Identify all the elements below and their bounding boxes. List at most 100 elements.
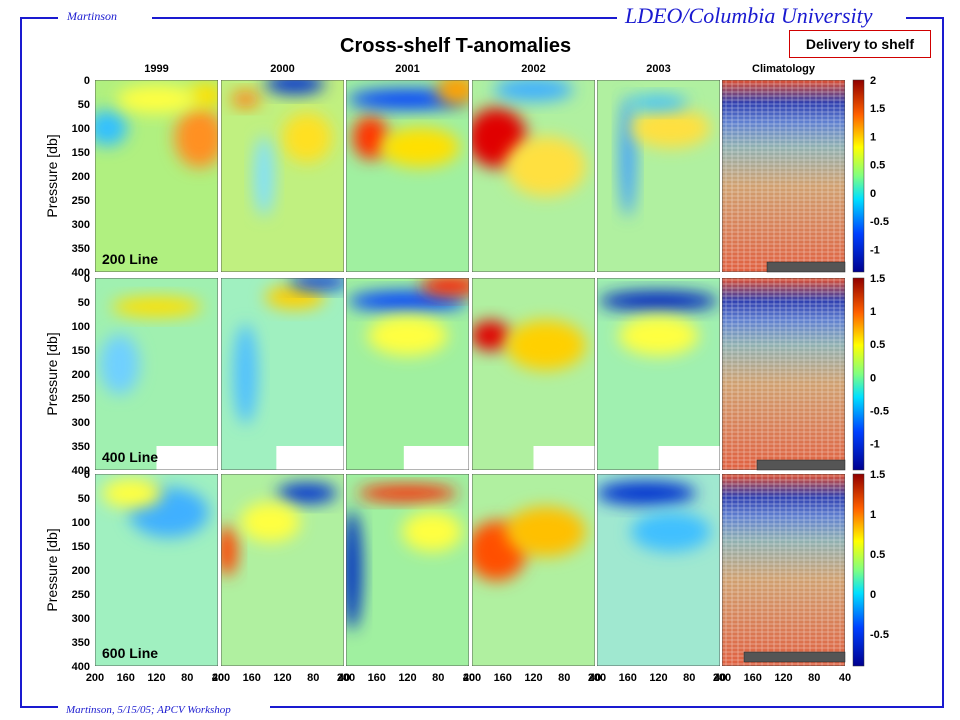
x-tick-label: 120: [398, 672, 416, 684]
column-title: Climatology: [752, 63, 816, 75]
colorbar-tick-label: 0.5: [870, 549, 885, 561]
delivery-bar: [756, 459, 846, 471]
colorbar-tick-label: -1: [870, 244, 880, 256]
y-tick-label: 0: [84, 469, 90, 481]
x-tick-label: 80: [181, 672, 193, 684]
x-tick-label: 120: [147, 672, 165, 684]
anomaly-blob: [233, 324, 258, 424]
panel-background: [346, 474, 469, 666]
anomaly-blob: [618, 315, 699, 356]
panel-600-line-2001: [346, 474, 469, 666]
row-label: 400 Line: [102, 449, 158, 465]
y-tick-label: 150: [72, 147, 90, 159]
y-tick-label: 50: [78, 99, 90, 111]
x-tick-label: 120: [774, 672, 792, 684]
x-tick-label: 120: [649, 672, 667, 684]
delivery-callout: Delivery to shelf: [789, 30, 931, 58]
y-tick-label: 200: [72, 171, 90, 183]
anomaly-blob: [436, 80, 469, 105]
y-tick-label: 300: [72, 417, 90, 429]
x-tick-label: 40: [714, 672, 726, 684]
panel-600-line-2000: [221, 474, 344, 666]
panel-600-line-climatology: [722, 474, 845, 666]
no-data-mask: [533, 446, 595, 470]
panel-200-line-climatology: [722, 80, 845, 272]
colorbar-tick-label: -1: [870, 439, 880, 451]
y-tick-label: 100: [72, 123, 90, 135]
colorbar-tick-label: 2: [870, 75, 876, 87]
frame-top-right: [906, 17, 944, 19]
y-axis-label: Pressure [db]: [44, 528, 60, 611]
colorbar-tick-label: 1.5: [870, 469, 885, 481]
colorbar: [852, 277, 865, 471]
y-tick-label: 400: [72, 267, 90, 279]
x-tick-label: 120: [273, 672, 291, 684]
anomaly-blob: [277, 483, 338, 504]
anomaly-blob: [347, 291, 468, 312]
anomaly-blob: [282, 112, 333, 163]
anomaly-blob: [240, 502, 301, 542]
anomaly-blob: [472, 320, 511, 351]
x-tick-label: 40: [839, 672, 851, 684]
colorbar-tick-label: -0.5: [870, 629, 889, 641]
anomaly-blob: [619, 96, 636, 217]
column-title: 1999: [144, 63, 168, 75]
x-tick-label: 200: [588, 672, 606, 684]
anomaly-blob: [505, 136, 586, 197]
author-label: Martinson: [67, 9, 118, 23]
y-tick-label: 200: [72, 369, 90, 381]
panel-400-line-2003: [597, 278, 720, 470]
anomaly-blob: [493, 80, 574, 102]
anomaly-blob: [628, 95, 689, 112]
panel-600-line-2003: [597, 474, 720, 666]
panel-400-line-2002: [472, 278, 595, 470]
anomaly-blob: [505, 506, 586, 557]
panel-200-line-2003: [597, 80, 720, 272]
column-title: 2003: [646, 63, 670, 75]
panel-200-line-1999: [95, 80, 218, 272]
row-label: 600 Line: [102, 645, 158, 661]
panel-background: [346, 80, 469, 272]
x-tick-label: 80: [307, 672, 319, 684]
anomaly-blob: [95, 110, 128, 146]
x-tick-label: 160: [619, 672, 637, 684]
anomaly-blob: [367, 315, 448, 356]
panel-200-line-2000: [221, 80, 344, 272]
anomaly-blob: [101, 478, 162, 509]
colorbar-tick-label: 0: [870, 372, 876, 384]
y-tick-label: 100: [72, 321, 90, 333]
column-title: 2002: [521, 63, 545, 75]
colorbar-tick-label: 1.5: [870, 103, 885, 115]
colorbar: [852, 79, 865, 273]
colorbar-tick-label: 1.5: [870, 273, 885, 285]
x-tick-label: 160: [368, 672, 386, 684]
colorbar-tick-label: 1: [870, 509, 876, 521]
colorbar-tick-label: 0: [870, 589, 876, 601]
colorbar-tick-label: 1: [870, 306, 876, 318]
footer-label: Martinson, 5/15/05; APCV Workshop: [66, 704, 231, 716]
anomaly-blob: [352, 115, 389, 160]
x-tick-label: 80: [432, 672, 444, 684]
y-tick-label: 200: [72, 565, 90, 577]
panel-400-line-2001: [346, 278, 469, 470]
x-tick-label: 80: [808, 672, 820, 684]
anomaly-blob: [174, 107, 218, 168]
column-title: 2001: [395, 63, 419, 75]
y-tick-label: 250: [72, 589, 90, 601]
anomaly-blob: [347, 89, 468, 110]
institution-label: LDEO/Columbia University: [625, 3, 873, 28]
x-tick-label: 40: [463, 672, 475, 684]
colorbar-tick-label: 1: [870, 131, 876, 143]
chart-title: Cross-shelf T-anomalies: [340, 35, 572, 57]
delivery-bar: [766, 261, 846, 273]
delivery-bar: [743, 651, 846, 663]
no-data-mask: [403, 446, 469, 470]
colorbar: [852, 473, 865, 667]
anomaly-blob: [231, 91, 260, 108]
panel-200-line-2002: [472, 80, 595, 272]
no-data-mask: [276, 446, 344, 470]
colorbar-tick-label: -0.5: [870, 216, 889, 228]
y-tick-label: 350: [72, 441, 90, 453]
x-tick-label: 200: [212, 672, 230, 684]
panel-background: [472, 278, 595, 470]
